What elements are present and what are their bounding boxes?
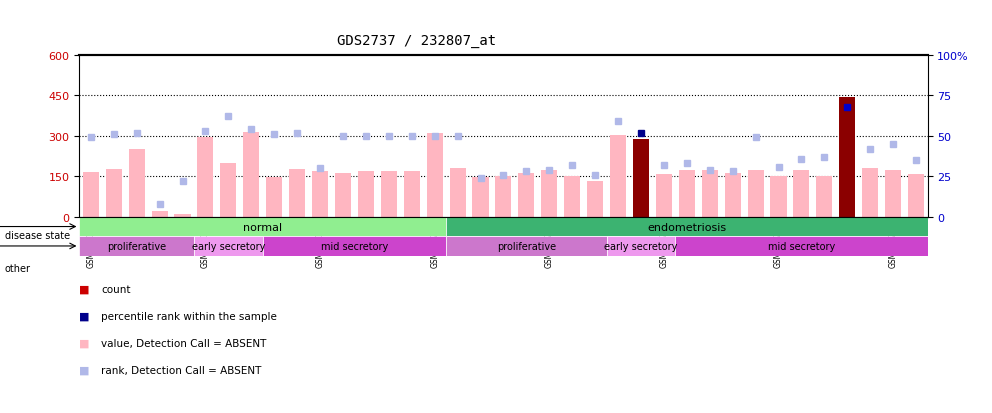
Bar: [243, 133, 259, 217]
Text: ■: ■: [79, 311, 90, 321]
Text: normal: normal: [243, 222, 283, 232]
Bar: [82, 173, 99, 217]
Bar: [197, 138, 213, 217]
Bar: [656, 175, 672, 217]
Bar: [679, 171, 694, 217]
Text: ■: ■: [79, 365, 90, 375]
Bar: [79, 217, 446, 237]
Text: proliferative: proliferative: [107, 241, 167, 252]
Text: disease state: disease state: [5, 230, 70, 240]
Bar: [519, 173, 535, 217]
Bar: [610, 136, 626, 217]
Text: mid secretory: mid secretory: [320, 241, 388, 252]
Text: count: count: [101, 284, 131, 294]
Bar: [587, 182, 603, 217]
Text: early secretory: early secretory: [191, 241, 265, 252]
Bar: [152, 212, 168, 217]
Text: rank, Detection Call = ABSENT: rank, Detection Call = ABSENT: [101, 365, 262, 375]
Text: early secretory: early secretory: [604, 241, 678, 252]
Bar: [839, 97, 855, 217]
Bar: [449, 168, 465, 217]
Bar: [427, 134, 442, 217]
Text: value, Detection Call = ABSENT: value, Detection Call = ABSENT: [101, 338, 267, 348]
Bar: [542, 171, 558, 217]
Text: other: other: [5, 263, 31, 273]
Bar: [263, 237, 446, 256]
Bar: [404, 172, 420, 217]
Bar: [676, 237, 928, 256]
Bar: [908, 175, 925, 217]
Bar: [266, 178, 283, 217]
Bar: [724, 173, 741, 217]
Bar: [129, 150, 145, 217]
Bar: [335, 173, 351, 217]
Bar: [794, 171, 809, 217]
Text: ■: ■: [79, 338, 90, 348]
Bar: [564, 176, 580, 217]
Bar: [175, 214, 190, 217]
Bar: [816, 176, 832, 217]
Bar: [495, 176, 512, 217]
Text: mid secretory: mid secretory: [768, 241, 835, 252]
Bar: [220, 164, 236, 217]
Bar: [446, 217, 928, 237]
Bar: [194, 237, 263, 256]
Text: percentile rank within the sample: percentile rank within the sample: [101, 311, 277, 321]
Text: proliferative: proliferative: [497, 241, 556, 252]
Bar: [472, 178, 488, 217]
Bar: [358, 172, 374, 217]
Bar: [633, 139, 649, 217]
Bar: [312, 172, 328, 217]
Bar: [885, 171, 901, 217]
Bar: [771, 176, 787, 217]
Bar: [606, 237, 676, 256]
Text: ■: ■: [79, 284, 90, 294]
Bar: [106, 169, 122, 217]
Bar: [701, 171, 718, 217]
Text: endometriosis: endometriosis: [647, 222, 726, 232]
Bar: [748, 171, 764, 217]
Bar: [289, 169, 306, 217]
Bar: [862, 168, 878, 217]
Bar: [381, 172, 397, 217]
Text: GDS2737 / 232807_at: GDS2737 / 232807_at: [337, 33, 496, 47]
Bar: [79, 237, 194, 256]
Bar: [446, 237, 606, 256]
